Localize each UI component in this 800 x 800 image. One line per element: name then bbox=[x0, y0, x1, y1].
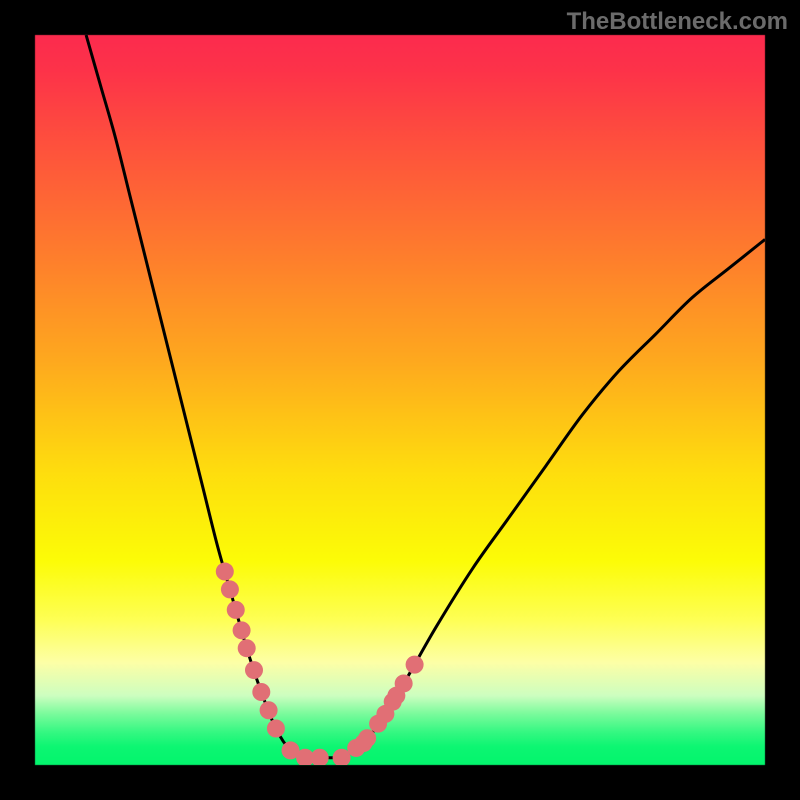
data-marker bbox=[245, 661, 263, 679]
data-marker bbox=[233, 621, 251, 639]
data-marker bbox=[311, 749, 329, 767]
data-marker bbox=[358, 729, 376, 747]
data-marker bbox=[406, 656, 424, 674]
data-marker bbox=[260, 701, 278, 719]
data-marker bbox=[395, 674, 413, 692]
curve-left-arm bbox=[86, 35, 305, 758]
data-marker bbox=[238, 639, 256, 657]
data-marker bbox=[267, 720, 285, 738]
data-marker bbox=[221, 580, 239, 598]
watermark-text: TheBottleneck.com bbox=[567, 8, 788, 36]
data-marker bbox=[227, 601, 245, 619]
data-marker bbox=[216, 563, 234, 581]
data-marker bbox=[252, 683, 270, 701]
bottleneck-curve-overlay bbox=[0, 0, 800, 800]
